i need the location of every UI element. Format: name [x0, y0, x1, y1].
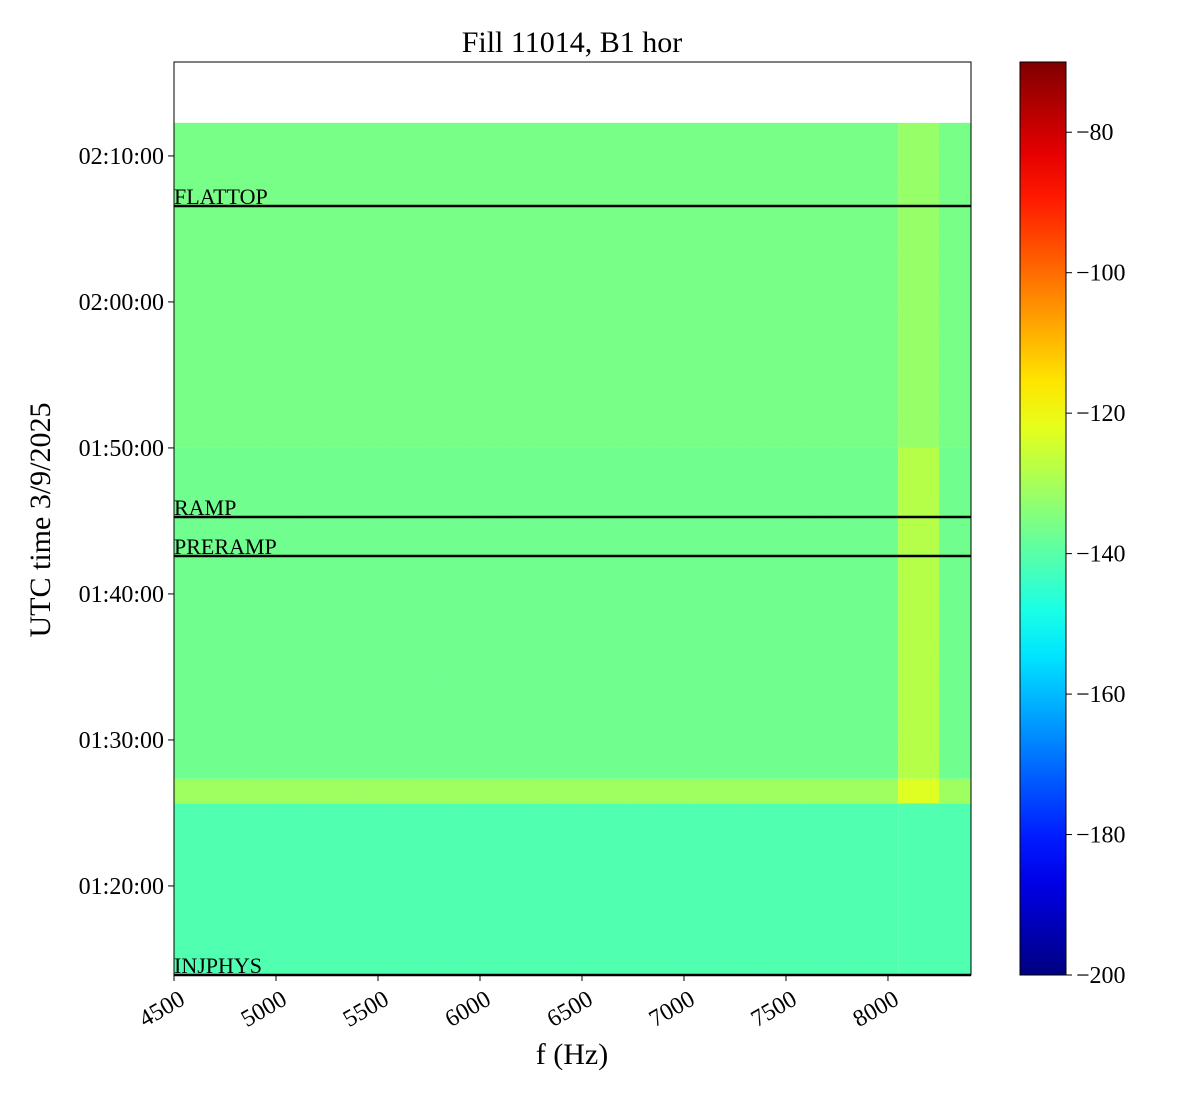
- x-tick-label: 6000: [441, 986, 496, 1033]
- x-tick-label: 5500: [339, 986, 394, 1033]
- y-tick-label: 01:50:00: [79, 436, 164, 462]
- colorbar-tick-label: −80: [1076, 120, 1114, 146]
- noise-texture: [174, 122, 971, 975]
- event-label: RAMP: [174, 495, 236, 520]
- y-tick-label: 02:00:00: [79, 290, 164, 316]
- colorbar-tick-label: −160: [1076, 682, 1126, 708]
- event-label: PRERAMP: [174, 534, 277, 559]
- x-tick-label: 7500: [747, 986, 802, 1033]
- y-tick-label: 01:20:00: [79, 874, 164, 900]
- colorbar-tick-label: −120: [1076, 401, 1126, 427]
- event-label: FLATTOP: [174, 184, 268, 209]
- y-axis-label: UTC time 3/9/2025: [24, 403, 57, 638]
- x-tick-label: 5000: [237, 986, 292, 1033]
- x-tick-label: 8000: [849, 986, 904, 1033]
- event-label: INJPHYS: [174, 953, 262, 978]
- colorbar-tick-label: −100: [1076, 261, 1126, 287]
- colorbar-tick-label: −180: [1076, 823, 1126, 849]
- x-tick-label: 7000: [645, 986, 700, 1033]
- x-axis-label: f (Hz): [536, 1038, 608, 1071]
- y-tick-label: 02:10:00: [79, 144, 164, 170]
- colorbar-tick-label: −200: [1076, 963, 1126, 989]
- colorbar: [1019, 61, 1067, 976]
- colorbar-tick-label: −140: [1076, 542, 1126, 568]
- plot-area: [174, 122, 971, 975]
- y-tick-label: 01:30:00: [79, 728, 164, 754]
- x-tick-label: 4500: [135, 986, 190, 1033]
- chart-title: Fill 11014, B1 hor: [462, 26, 683, 59]
- y-tick-label: 01:40:00: [79, 582, 164, 608]
- x-tick-label: 6500: [543, 986, 598, 1033]
